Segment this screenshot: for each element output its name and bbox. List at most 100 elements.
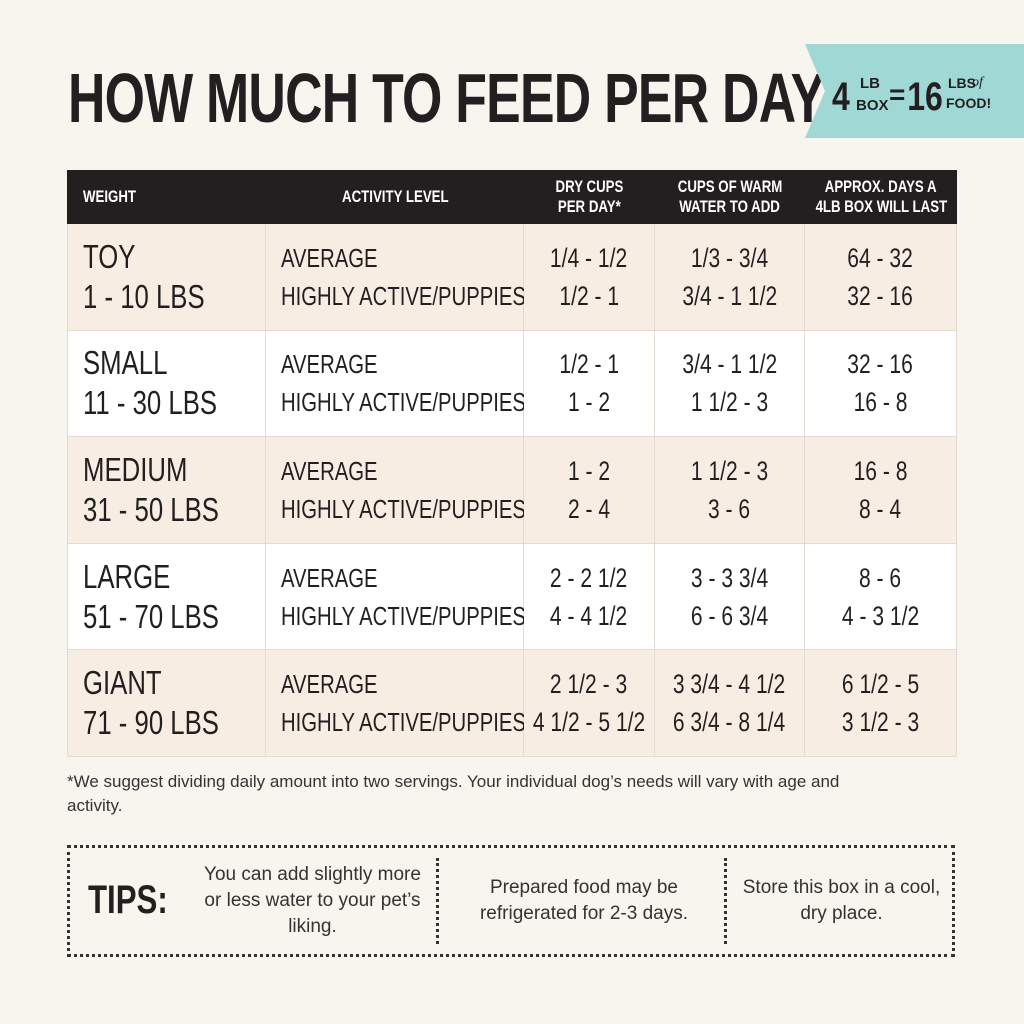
dry-line: 1/4 - 1/2 <box>539 239 638 277</box>
water-amount: 3 3/4 - 4 1/2 <box>673 669 786 700</box>
days-cell: 64 - 32 32 - 16 <box>805 224 957 331</box>
weight-range: 51 - 70 LBS <box>83 597 219 635</box>
title: HOW MUCH TO FEED PER DAY <box>68 59 825 137</box>
activity-line: AVERAGE <box>281 239 523 277</box>
water-line: 3/4 - 1 1/2 <box>669 277 791 315</box>
water-cell: 3 3/4 - 4 1/2 6 3/4 - 8 1/4 <box>655 650 805 757</box>
header-cell: DRY CUPS PER DAY* <box>524 170 655 224</box>
badge-of: of <box>972 75 985 90</box>
badge-equals: = <box>889 79 905 110</box>
dry-line: 2 - 4 <box>562 490 616 528</box>
feeding-table: WEIGHT ACTIVITY LEVEL DRY CUPS PER DAY* CUPS… <box>67 170 957 757</box>
weight-cell: SMALL 11 - 30 LBS <box>67 330 266 438</box>
dry-line: 1/2 - 1 <box>551 345 628 383</box>
activity-line: AVERAGE <box>281 345 523 383</box>
activity-level: AVERAGE <box>281 455 378 486</box>
weight-line: 1 - 10 LBS <box>83 277 265 317</box>
days-amount: 3 1/2 - 3 <box>841 707 920 738</box>
table-header: WEIGHT ACTIVITY LEVEL DRY CUPS PER DAY* CUPS… <box>67 170 957 224</box>
days-amount: 16 - 8 <box>853 455 908 486</box>
activity-level: HIGHLY ACTIVE/PUPPIES <box>281 493 526 524</box>
activity-line: HIGHLY ACTIVE/PUPPIES <box>281 383 526 421</box>
water-amount: 3 - 6 <box>708 493 751 524</box>
dry-amount: 2 - 4 <box>567 493 611 524</box>
footnote: *We suggest dividing daily amount into t… <box>67 772 840 815</box>
dry-line: 2 1/2 - 3 <box>539 665 638 703</box>
activity-cell: AVERAGE HIGHLY ACTIVE/PUPPIES <box>266 543 526 651</box>
days-line: 64 - 32 <box>838 239 922 277</box>
dry-amount: 1/4 - 1/2 <box>550 242 628 273</box>
activity-cell: AVERAGE HIGHLY ACTIVE/PUPPIES <box>266 330 526 438</box>
weight-line: 11 - 30 LBS <box>83 383 265 423</box>
water-line: 1 1/2 - 3 <box>680 452 779 490</box>
water-line: 6 3/4 - 8 1/4 <box>657 703 801 741</box>
activity-level: HIGHLY ACTIVE/PUPPIES <box>281 280 526 311</box>
dry-amount: 2 1/2 - 3 <box>550 669 628 700</box>
header-line: WEIGHT <box>83 187 151 207</box>
activity-level: HIGHLY ACTIVE/PUPPIES <box>281 600 526 631</box>
activity-level: AVERAGE <box>281 562 378 593</box>
water-amount: 6 - 6 3/4 <box>690 600 769 631</box>
activity-level: AVERAGE <box>281 349 378 380</box>
tips-box: TIPS: You can add slightly more or less … <box>67 845 955 957</box>
water-line: 6 - 6 3/4 <box>680 597 779 635</box>
water-cell: 3/4 - 1 1/2 1 1/2 - 3 <box>655 330 805 438</box>
dry-cell: 1/2 - 1 1 - 2 <box>524 330 655 438</box>
dry-line: 1/2 - 1 <box>551 277 628 315</box>
days-cell: 32 - 16 16 - 8 <box>805 330 957 438</box>
badge-unit: LBS <box>948 75 976 91</box>
water-cell: 1 1/2 - 3 3 - 6 <box>655 437 805 544</box>
dry-cell: 1 - 2 2 - 4 <box>524 437 655 544</box>
days-line: 16 - 8 <box>846 383 915 421</box>
header-text: WEIGHT <box>83 187 137 206</box>
dry-amount: 4 1/2 - 5 1/2 <box>532 707 646 738</box>
water-cell: 1/3 - 3/4 3/4 - 1 1/2 <box>655 224 805 331</box>
water-cell: 3 - 3 3/4 6 - 6 3/4 <box>655 543 805 651</box>
header-cell: APPROX. DAYS A 4LB BOX WILL LAST <box>805 170 957 224</box>
weight-cell: MEDIUM 31 - 50 LBS <box>67 437 266 544</box>
header-cell: ACTIVITY LEVEL <box>266 170 524 224</box>
days-amount: 32 - 16 <box>847 280 914 311</box>
days-amount: 64 - 32 <box>847 242 914 273</box>
weight-line: LARGE <box>83 557 265 597</box>
days-cell: 16 - 8 8 - 4 <box>805 437 957 544</box>
dry-amount: 1 - 2 <box>567 387 611 418</box>
badge-unit: FOOD! <box>946 95 991 111</box>
dry-line: 4 - 4 1/2 <box>539 597 638 635</box>
dry-amount: 1 - 2 <box>567 455 611 486</box>
weight-range: 11 - 30 LBS <box>83 384 218 422</box>
dry-cell: 2 - 2 1/2 4 - 4 1/2 <box>524 543 655 651</box>
water-amount: 1 1/2 - 3 <box>690 455 769 486</box>
water-line: 3 - 6 <box>702 490 756 528</box>
weight-cell: GIANT 71 - 90 LBS <box>67 650 266 757</box>
weight-line: MEDIUM <box>83 450 265 490</box>
header-cell: WEIGHT <box>67 170 266 224</box>
header-text: 4LB BOX WILL LAST <box>815 197 947 216</box>
weight-range: 31 - 50 LBS <box>83 490 219 528</box>
activity-line: HIGHLY ACTIVE/PUPPIES <box>281 597 526 635</box>
days-amount: 32 - 16 <box>847 349 914 380</box>
days-line: 4 - 3 1/2 <box>831 597 930 635</box>
dry-amount: 1/2 - 1 <box>559 280 619 311</box>
dry-line: 2 - 2 1/2 <box>539 559 638 597</box>
days-line: 8 - 6 <box>853 559 907 597</box>
weight-range: 71 - 90 LBS <box>83 704 219 742</box>
header-line: APPROX. DAYS A <box>809 177 952 197</box>
dry-amount: 2 - 2 1/2 <box>550 562 628 593</box>
tip-text: You can add slightly more or less water … <box>204 864 421 937</box>
days-amount: 4 - 3 1/2 <box>841 600 920 631</box>
header-line: ACTIVITY LEVEL <box>327 187 464 207</box>
water-amount: 3 - 3 3/4 <box>690 562 769 593</box>
header-text: DRY CUPS <box>555 177 624 196</box>
tip-text: Store this box in a cool, dry place. <box>742 877 941 924</box>
days-cell: 6 1/2 - 5 3 1/2 - 3 <box>805 650 957 757</box>
header-text: PER DAY* <box>558 197 621 216</box>
weight-line: SMALL <box>83 343 265 383</box>
water-amount: 3/4 - 1 1/2 <box>682 349 777 380</box>
tip-divider <box>436 858 439 944</box>
tip-box: Prepared food may be refrigerated for 2-… <box>450 848 718 954</box>
header-text: APPROX. DAYS A <box>825 177 937 196</box>
badge: 4 LB BOX = 16 LBS of FOOD! <box>805 44 1024 138</box>
activity-line: HIGHLY ACTIVE/PUPPIES <box>281 490 526 528</box>
water-line: 1 1/2 - 3 <box>680 383 779 421</box>
